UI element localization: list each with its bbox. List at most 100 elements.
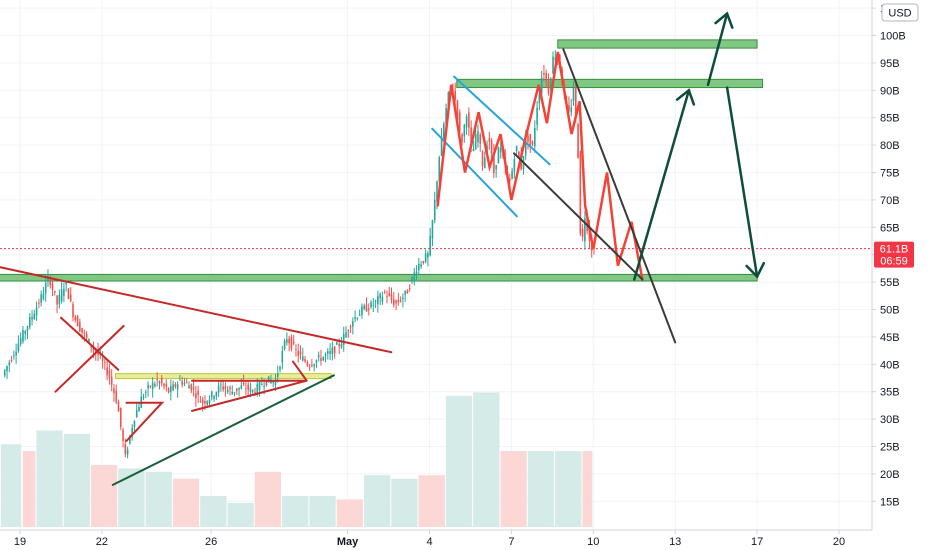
candle-down (197, 390, 199, 395)
channel-zigzag (436, 51, 644, 281)
candle-up (429, 235, 431, 256)
projection-down (725, 86, 759, 278)
candle-up (15, 351, 17, 356)
candle-down (408, 288, 411, 290)
candle-down (49, 278, 52, 286)
candle-down (454, 90, 457, 100)
candle-down (149, 386, 152, 387)
candle-down (347, 330, 350, 332)
candle-down (479, 134, 482, 144)
candle-up (133, 420, 136, 427)
candle-up (44, 282, 47, 294)
candle-up (47, 275, 49, 282)
candle-down (527, 135, 529, 142)
volume-bar (22, 451, 36, 527)
candle-down (79, 322, 81, 332)
candle-up (142, 396, 145, 399)
candle-up (31, 316, 33, 320)
volume-bar (227, 502, 254, 527)
candle-up (552, 56, 554, 74)
candle-down (204, 401, 206, 404)
candle-down (54, 290, 56, 293)
projection-up-1 (633, 89, 691, 281)
candle-down (577, 124, 579, 159)
candle-up (324, 354, 327, 356)
x-tick-label: 17 (751, 536, 763, 548)
candle-up (22, 329, 24, 342)
candle-up (19, 338, 22, 345)
candle-up (145, 391, 147, 393)
y-tick-label: 20B (880, 469, 900, 481)
candle-down (101, 358, 104, 361)
candle-up (372, 305, 375, 306)
candle-up (354, 317, 356, 320)
candle-up (370, 301, 372, 308)
candle-down (468, 112, 470, 128)
candle-up (418, 263, 420, 271)
time-axis[interactable]: 19 22 26 May 4 7 10 13 17 20 (14, 530, 845, 548)
candle-up (249, 387, 252, 392)
candle-up (499, 148, 502, 153)
candle-up (511, 170, 513, 179)
y-tick-label: 95B (880, 58, 900, 70)
candle-up (151, 382, 154, 390)
candle-down (247, 384, 249, 390)
candle-up (413, 272, 416, 282)
candle-down (306, 362, 309, 366)
candle-down (117, 402, 120, 412)
volume-bar (336, 499, 363, 527)
candle-down (395, 300, 397, 304)
candle-down (568, 104, 570, 111)
candle-down (185, 382, 188, 384)
channel-top (453, 75, 551, 166)
x-tick-label: 19 (14, 536, 26, 548)
candle-down (201, 399, 204, 404)
candle-up (283, 340, 286, 350)
candle-up (26, 326, 29, 331)
descending-trendline (0, 266, 393, 354)
candle-up (474, 134, 477, 150)
candle-up (443, 123, 445, 141)
candle-down (292, 341, 295, 344)
candle-up (131, 427, 133, 437)
candle-down (265, 379, 268, 386)
candle-down (338, 343, 340, 347)
candle-up (329, 351, 331, 354)
red-cross-line-a (60, 316, 120, 371)
candle-up (183, 382, 186, 385)
currency-badge[interactable]: USD (881, 3, 919, 22)
candle-up (276, 373, 279, 377)
candle-down (304, 359, 306, 362)
candle-down (104, 362, 106, 363)
y-tick-label: 55B (880, 277, 900, 289)
candle-up (549, 78, 552, 91)
candle-down (461, 134, 463, 142)
channel-bottom (431, 127, 518, 218)
candle-up (213, 396, 215, 400)
y-tick-label: 75B (880, 168, 900, 180)
candle-up (188, 385, 190, 389)
candle-down (488, 138, 491, 142)
candle-countdown: 06:59 (880, 256, 908, 268)
candle-down (76, 316, 79, 327)
candle-up (172, 384, 174, 391)
candle-up (445, 108, 447, 125)
candle-down (122, 429, 124, 441)
candle-up (356, 318, 359, 320)
x-tick-label: 26 (205, 536, 217, 548)
volume-bar (282, 495, 309, 527)
candle-up (206, 401, 209, 405)
candle-up (261, 384, 263, 386)
current-price-value: 61.1B (880, 244, 909, 256)
candle-up (8, 362, 11, 366)
candle-up (6, 366, 8, 372)
candle-up (88, 339, 90, 343)
candle-down (481, 151, 484, 167)
candle-down (156, 379, 158, 381)
candle-down (581, 228, 584, 237)
candle-up (313, 364, 315, 367)
candle-up (281, 351, 284, 363)
candle-up (540, 77, 543, 94)
candle-up (138, 406, 140, 412)
